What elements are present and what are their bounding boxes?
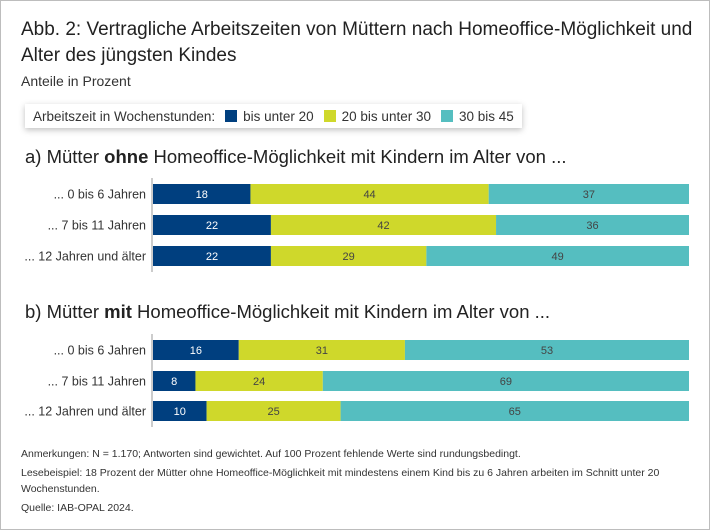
panel-a-title: a) Mütter ohne Homeoffice-Möglichkeit mi… <box>25 146 567 167</box>
note-source: Quelle: IAB-OPAL 2024. <box>21 502 134 514</box>
legend-item: 30 bis 45 <box>440 108 514 124</box>
legend-item-label: 30 bis 45 <box>458 108 514 124</box>
bar-segment <box>404 340 689 360</box>
chart-subtitle: Anteile in Prozent <box>21 73 131 89</box>
data-label: 22 <box>206 251 218 263</box>
bar-segment <box>153 340 239 360</box>
bar-segment <box>195 371 323 391</box>
data-label: 69 <box>500 376 512 388</box>
bar-segment <box>153 371 196 391</box>
bar-segment <box>340 401 689 421</box>
bar-segment <box>496 215 689 235</box>
legend-label: Arbeitszeit in Wochenstunden: <box>33 108 216 124</box>
category-label: ... 7 bis 11 Jahren <box>48 219 146 233</box>
data-label: 44 <box>363 189 375 201</box>
data-label: 8 <box>171 376 177 388</box>
data-label: 65 <box>509 406 521 418</box>
data-label: 37 <box>583 189 595 201</box>
bar-segment <box>488 184 689 204</box>
bar-segment <box>238 340 405 360</box>
note-example: Lesebeispiel: 18 Prozent der Mütter ohne… <box>21 467 660 495</box>
legend-item: 20 bis unter 30 <box>323 108 431 124</box>
data-label: 36 <box>586 220 598 232</box>
data-label: 24 <box>253 376 265 388</box>
bar-segment <box>153 215 271 235</box>
category-label: ... 12 Jahren und älter <box>24 250 146 264</box>
data-label: 49 <box>552 251 564 263</box>
data-label: 29 <box>343 251 355 263</box>
data-label: 22 <box>206 220 218 232</box>
category-label: ... 0 bis 6 Jahren <box>54 344 146 358</box>
data-label: 16 <box>190 345 202 357</box>
bar-segment <box>270 215 497 235</box>
bar-segment <box>153 401 207 421</box>
bar-segment <box>270 246 427 266</box>
chart-title: Abb. 2: Vertragliche Arbeitszeiten von M… <box>21 19 693 66</box>
data-label: 42 <box>377 220 389 232</box>
bar-segment <box>153 246 271 266</box>
legend-swatch <box>225 110 238 122</box>
data-label: 25 <box>267 406 279 418</box>
legend-item: bis unter 20 <box>225 109 314 124</box>
legend-item-label: bis unter 20 <box>243 108 314 124</box>
bar-segment <box>206 401 341 421</box>
legend: Arbeitszeit in Wochenstunden: bis unter … <box>25 104 522 128</box>
data-label: 18 <box>196 189 208 201</box>
category-label: ... 12 Jahren und älter <box>24 405 146 419</box>
category-label: ... 0 bis 6 Jahren <box>54 188 146 202</box>
bar-segment <box>153 184 251 204</box>
bar-segment <box>322 371 689 391</box>
bar-segment <box>250 184 489 204</box>
legend-swatch <box>440 110 453 122</box>
panel-b-title: b) Mütter mit Homeoffice-Möglichkeit mit… <box>25 301 551 322</box>
notes: Anmerkungen: N = 1.170; Antworten sind g… <box>21 446 681 519</box>
category-label: ... 7 bis 11 Jahren <box>48 375 146 389</box>
bar-segment <box>426 246 689 266</box>
note-remarks: Anmerkungen: N = 1.170; Antworten sind g… <box>21 448 521 460</box>
data-label: 53 <box>541 345 553 357</box>
data-label: 10 <box>174 406 186 418</box>
data-label: 31 <box>316 345 328 357</box>
legend-swatch <box>323 110 336 122</box>
legend-item-label: 20 bis unter 30 <box>341 108 431 124</box>
